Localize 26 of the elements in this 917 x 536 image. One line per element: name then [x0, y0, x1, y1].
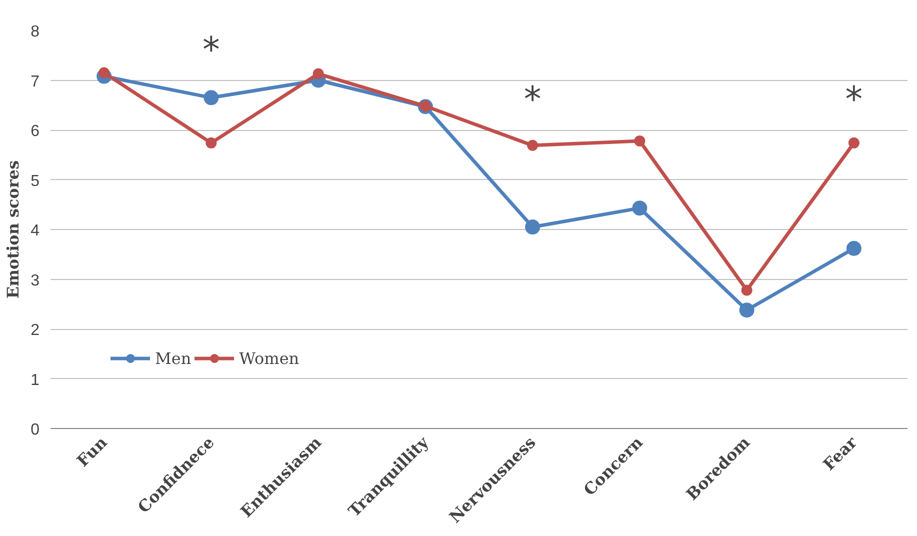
- point: [634, 135, 646, 146]
- y-tick-label: 0: [30, 422, 40, 438]
- point: [846, 240, 862, 256]
- point: [312, 68, 324, 80]
- y-tick-label: 1: [30, 372, 40, 389]
- annotation: *: [524, 80, 542, 120]
- y-tick-label: 2: [30, 322, 40, 339]
- point: [204, 90, 219, 106]
- y-tick-label: 3: [30, 272, 40, 290]
- y-tick-label: 8: [30, 24, 40, 40]
- y-tick-label: 5: [30, 172, 40, 190]
- point: [527, 140, 538, 151]
- annotation: *: [202, 30, 220, 70]
- annotation: *: [845, 80, 863, 120]
- legend-label: Women: [239, 348, 300, 368]
- point: [741, 284, 752, 296]
- y-tick-label: 4: [30, 222, 40, 240]
- y-tick-label: 7: [30, 73, 40, 90]
- y-axis-title: Emotion scores: [4, 160, 23, 299]
- y-tick-label: 6: [30, 123, 40, 140]
- point: [206, 137, 217, 148]
- point: [739, 302, 754, 318]
- point: [632, 200, 648, 216]
- point: [525, 220, 540, 234]
- legend-label: Men: [155, 348, 192, 368]
- point: [848, 137, 860, 148]
